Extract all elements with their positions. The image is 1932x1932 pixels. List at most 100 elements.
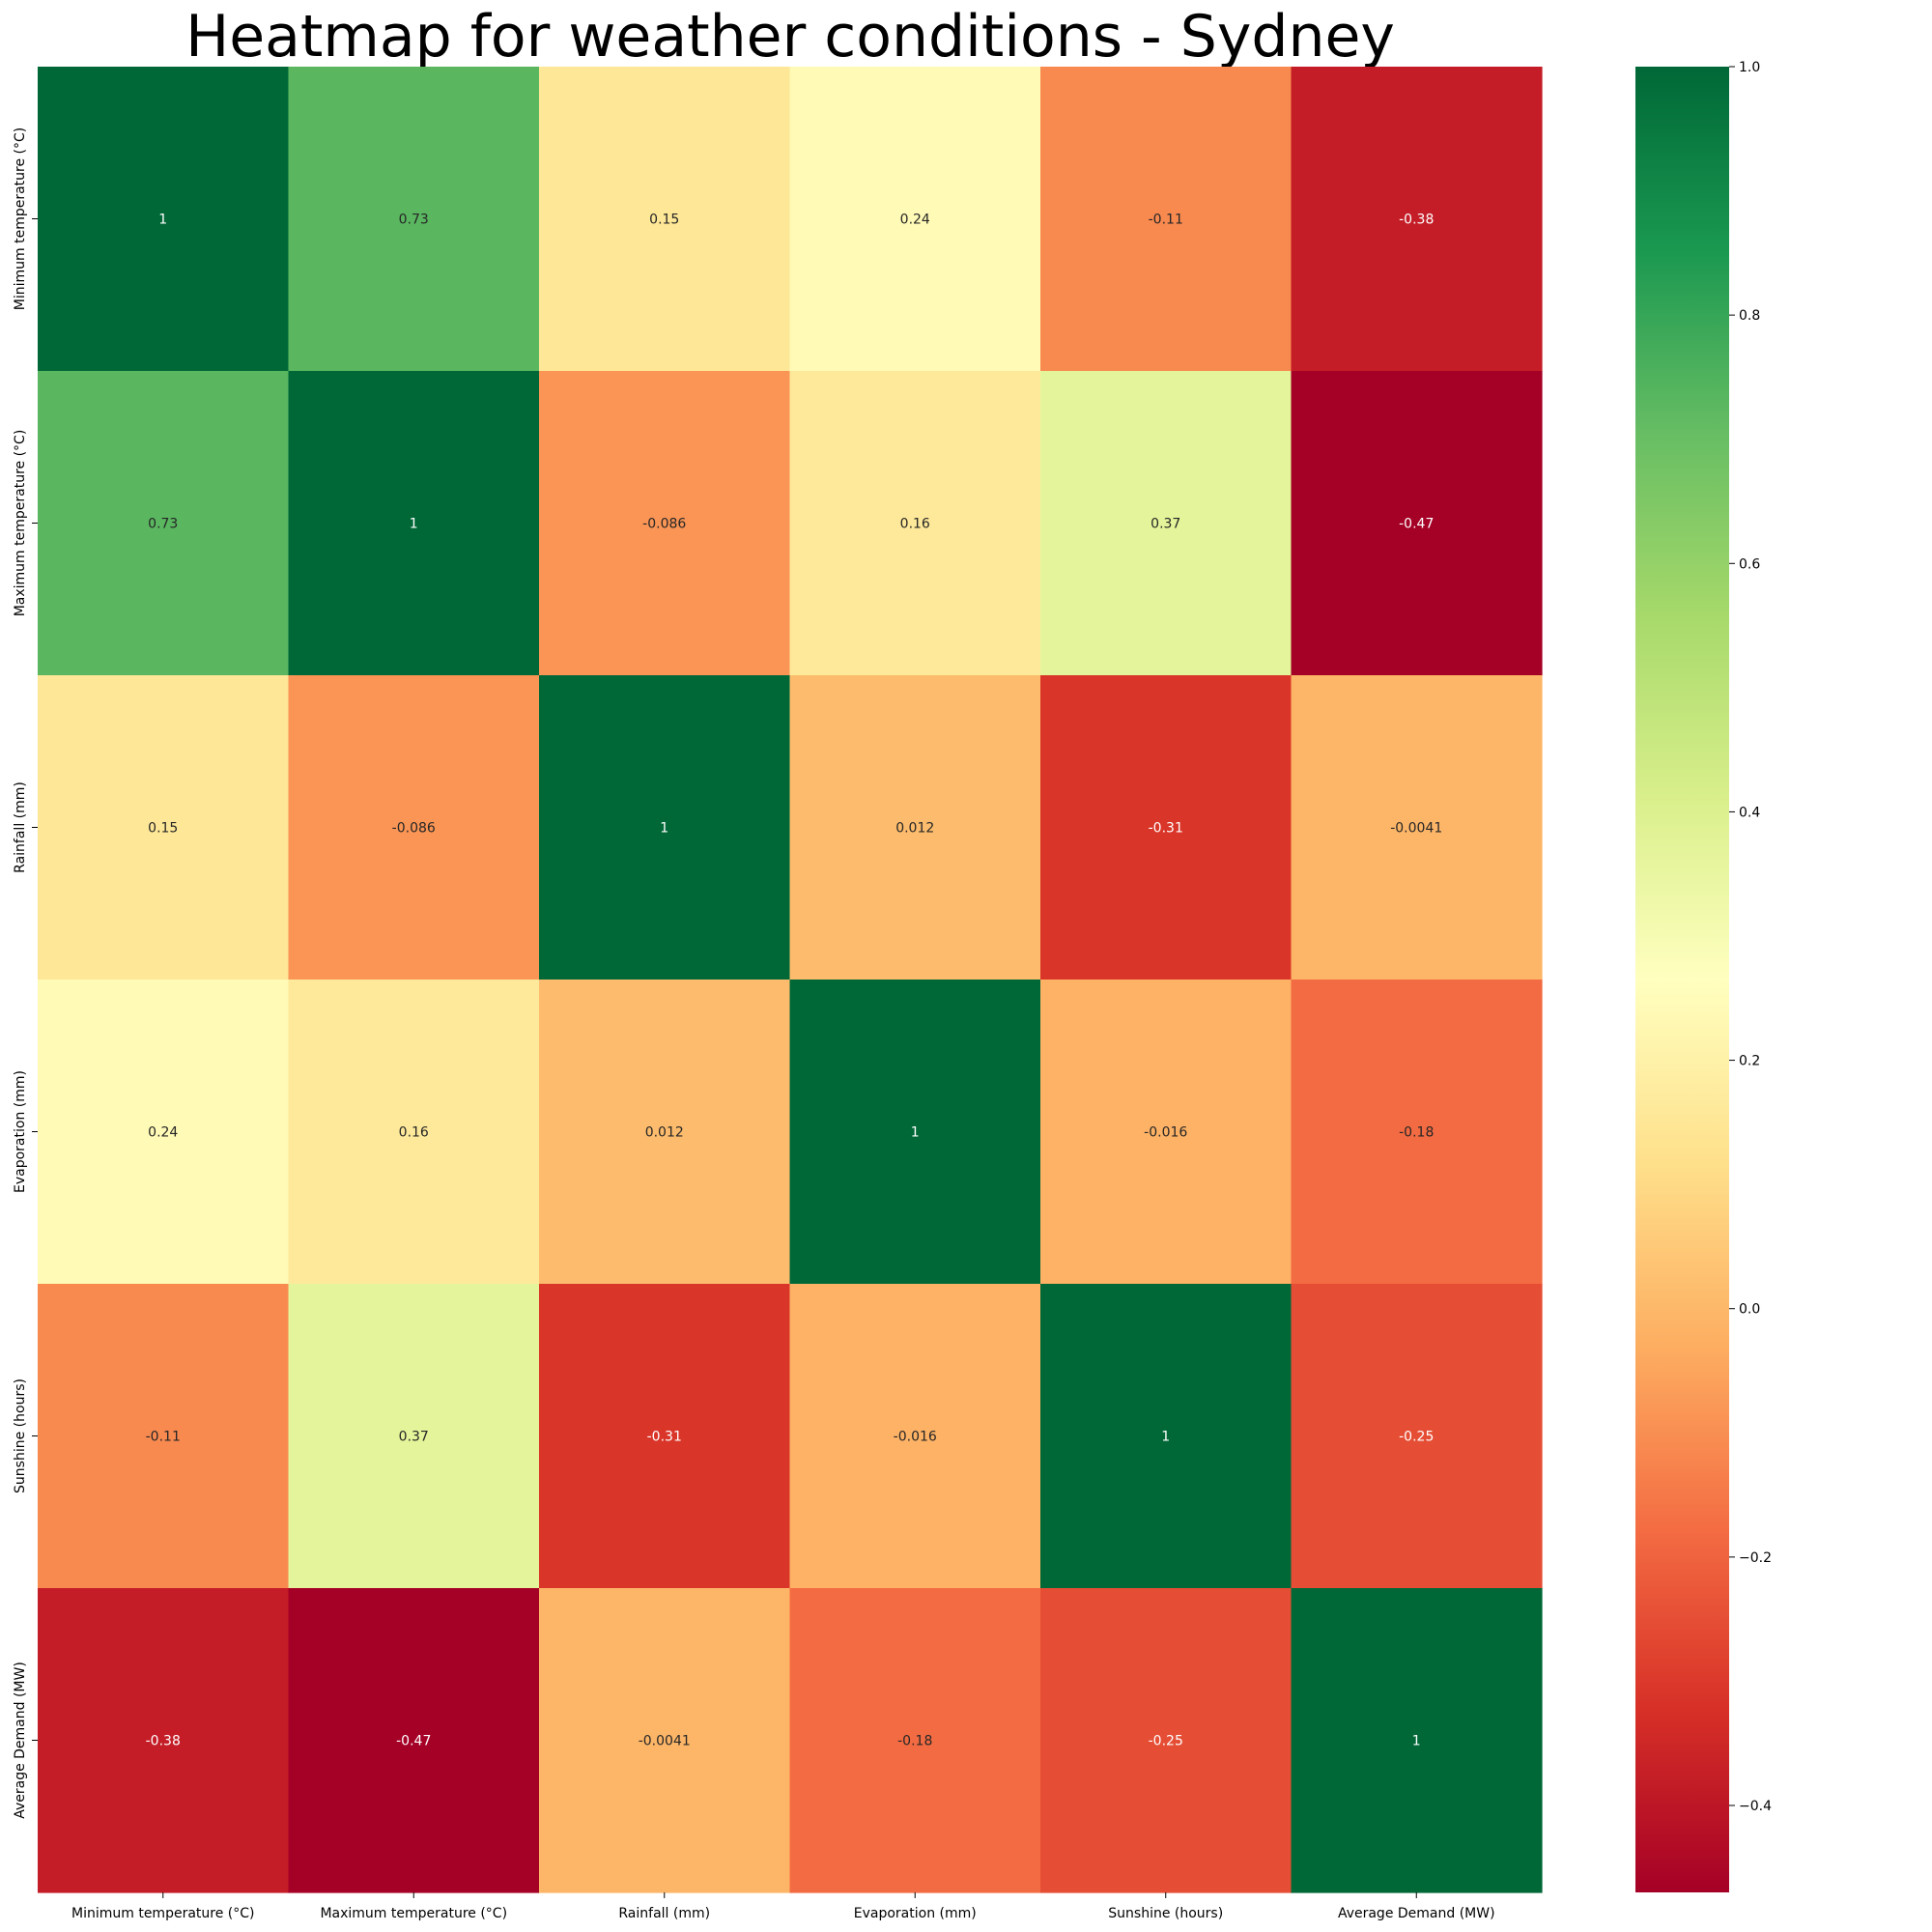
heatmap-cell — [288, 1284, 540, 1589]
heatmap-cell — [38, 1588, 290, 1893]
cell-annotation: 0.24 — [900, 213, 930, 228]
cell-annotation: -0.016 — [894, 1430, 937, 1445]
colorbar-tick-label: 0.6 — [1739, 556, 1760, 572]
cell-annotation: 0.37 — [1151, 517, 1180, 532]
cell-annotation: -0.0041 — [639, 1734, 691, 1749]
y-axis: Minimum temperature (°C) Maximum temperat… — [13, 128, 38, 1819]
x-tick-label: Evaporation (mm) — [854, 1906, 977, 1921]
colorbar-tick-label: 0.2 — [1739, 1054, 1760, 1069]
heatmap-cell — [1040, 67, 1293, 372]
y-tick-label: Sunshine (hours) — [13, 1378, 28, 1493]
y-tick-label: Average Demand (MW) — [13, 1662, 28, 1819]
colorbar: 1.0 0.8 0.6 0.4 0.2 0.0 −0.2 −0.4 — [1635, 60, 1772, 1892]
cell-annotation: 0.73 — [148, 517, 178, 532]
heatmap-cell — [288, 980, 540, 1285]
heatmap-cell — [1291, 675, 1543, 980]
heatmap-cell — [288, 67, 540, 372]
cell-annotation: -0.47 — [396, 1734, 431, 1749]
cell-annotation: 0.16 — [399, 1125, 429, 1141]
cell-annotation: 0.73 — [399, 213, 429, 228]
x-tick-label: Average Demand (MW) — [1338, 1906, 1495, 1921]
cell-annotation: -0.016 — [1144, 1125, 1187, 1141]
cell-annotation: -0.38 — [146, 1734, 181, 1749]
chart-title: Heatmap for weather conditions - Sydney — [185, 3, 1395, 71]
cell-annotation: 1 — [911, 1125, 920, 1141]
heatmap-cell — [288, 675, 540, 980]
heatmap-cell — [1040, 1284, 1293, 1589]
heatmap-cell — [539, 1284, 791, 1589]
y-tick-label: Evaporation (mm) — [13, 1070, 28, 1193]
cell-annotation: 1 — [410, 517, 418, 532]
heatmap-cell — [1291, 371, 1543, 676]
heatmap-cell — [789, 675, 1041, 980]
x-tick-label: Minimum temperature (°C) — [71, 1906, 254, 1921]
cell-annotation: 0.012 — [895, 821, 934, 837]
cell-annotation: -0.18 — [1399, 1125, 1434, 1141]
cell-annotation: -0.11 — [1149, 213, 1183, 228]
heatmap-cell — [1291, 980, 1543, 1285]
heatmap-cell — [539, 675, 791, 980]
heatmap-cells: 1 0.73 0.15 0.24 -0.11 -0.38 0.73 1 -0.086 0.16 0.… — [38, 67, 1543, 1893]
heatmap-cell — [789, 371, 1041, 676]
cell-annotation: -0.31 — [647, 1430, 682, 1445]
colorbar-tick-label: 1.0 — [1739, 60, 1760, 75]
heatmap-cell — [789, 980, 1041, 1285]
cell-annotation: 0.15 — [649, 213, 679, 228]
colorbar-tick-label: 0.0 — [1739, 1302, 1760, 1318]
heatmap-cell — [539, 371, 791, 676]
cell-annotation: -0.31 — [1149, 821, 1183, 837]
cell-annotation: -0.086 — [642, 517, 686, 532]
heatmap-cell — [539, 1588, 791, 1893]
heatmap-cell — [1291, 1284, 1543, 1589]
cell-annotation: -0.25 — [1149, 1734, 1183, 1749]
heatmap-cell — [1040, 980, 1293, 1285]
heatmap-cell — [1040, 675, 1293, 980]
heatmap-cell — [38, 980, 290, 1285]
cell-annotation: 0.24 — [148, 1125, 178, 1141]
cell-annotation: -0.0041 — [1390, 821, 1442, 837]
cell-annotation: -0.25 — [1399, 1430, 1434, 1445]
heatmap-cell — [38, 371, 290, 676]
colorbar-tick-label: 0.4 — [1739, 805, 1760, 820]
heatmap-cell — [288, 1588, 540, 1893]
heatmap-cell — [539, 980, 791, 1285]
cell-annotation: 1 — [660, 821, 668, 837]
cell-annotation: 1 — [158, 213, 167, 228]
heatmap-cell — [789, 1284, 1041, 1589]
cell-annotation: 0.37 — [399, 1430, 429, 1445]
heatmap-cell — [789, 1588, 1041, 1893]
heatmap-cell — [1291, 67, 1543, 372]
heatmap-cell — [288, 371, 540, 676]
y-tick-label: Maximum temperature (°C) — [13, 430, 28, 617]
cell-annotation: -0.086 — [392, 821, 436, 837]
cell-annotation: 1 — [1412, 1734, 1421, 1749]
heatmap-cell — [1040, 1588, 1293, 1893]
heatmap-cell — [1040, 371, 1293, 676]
x-tick-label: Sunshine (hours) — [1108, 1906, 1223, 1921]
cell-annotation: 0.16 — [900, 517, 930, 532]
colorbar-tick-label: 0.8 — [1739, 308, 1760, 324]
cell-annotation: -0.38 — [1399, 213, 1434, 228]
x-axis: Minimum temperature (°C) Maximum temperat… — [71, 1892, 1495, 1921]
cell-annotation: -0.11 — [146, 1430, 181, 1445]
heatmap-cell — [539, 67, 791, 372]
cell-annotation: -0.18 — [897, 1734, 932, 1749]
x-tick-label: Rainfall (mm) — [618, 1906, 710, 1921]
colorbar-tick-label: −0.2 — [1739, 1550, 1772, 1566]
x-tick-label: Maximum temperature (°C) — [320, 1906, 507, 1921]
y-tick-label: Rainfall (mm) — [13, 781, 28, 873]
heatmap-cell — [38, 675, 290, 980]
colorbar-ticks: 1.0 0.8 0.6 0.4 0.2 0.0 −0.2 −0.4 — [1729, 60, 1772, 1814]
heatmap-cell — [789, 67, 1041, 372]
cell-annotation: 0.15 — [148, 821, 178, 837]
colorbar-tick-label: −0.4 — [1739, 1799, 1772, 1814]
heatmap-cell — [1291, 1588, 1543, 1893]
cell-annotation: 1 — [1161, 1430, 1170, 1445]
heatmap-cell — [38, 67, 290, 372]
y-tick-label: Minimum temperature (°C) — [13, 128, 28, 310]
cell-annotation: 0.012 — [645, 1125, 684, 1141]
cell-annotation: -0.47 — [1399, 517, 1434, 532]
heatmap-cell — [38, 1284, 290, 1589]
colorbar-gradient — [1635, 67, 1729, 1892]
